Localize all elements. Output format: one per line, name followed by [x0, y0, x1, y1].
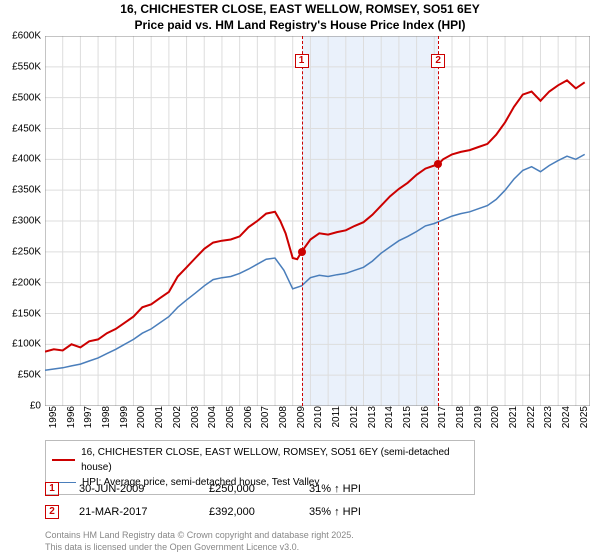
- x-tick-label: 2022: [526, 406, 537, 436]
- y-tick-label: £50K: [0, 370, 41, 381]
- y-tick-label: £400K: [0, 154, 41, 165]
- sale-date: 30-JUN-2009: [79, 483, 209, 495]
- y-tick-label: £100K: [0, 339, 41, 350]
- x-tick-label: 2006: [243, 406, 254, 436]
- sale-price: £250,000: [209, 483, 309, 495]
- x-tick-label: 1997: [83, 406, 94, 436]
- sale-marker-1: 1: [295, 54, 309, 68]
- x-tick-label: 2020: [490, 406, 501, 436]
- x-tick-label: 2000: [136, 406, 147, 436]
- x-tick-label: 2013: [367, 406, 378, 436]
- sale-row-marker: 2: [45, 505, 59, 519]
- sale-delta-vs-hpi: 35% ↑ HPI: [309, 506, 361, 518]
- sale-vline-1: [302, 36, 303, 406]
- sale-row-2: 2 21-MAR-2017£392,00035% ↑ HPI: [45, 505, 361, 519]
- y-tick-label: £300K: [0, 216, 41, 227]
- x-tick-label: 2010: [313, 406, 324, 436]
- x-tick-label: 2016: [420, 406, 431, 436]
- footer-line2: This data is licensed under the Open Gov…: [45, 542, 354, 554]
- x-tick-label: 1995: [48, 406, 59, 436]
- x-tick-label: 2021: [508, 406, 519, 436]
- y-tick-label: £550K: [0, 61, 41, 72]
- y-tick-label: £200K: [0, 277, 41, 288]
- sale-row-1: 1 30-JUN-2009£250,00031% ↑ HPI: [45, 482, 361, 496]
- x-tick-label: 2025: [579, 406, 590, 436]
- sale-delta-vs-hpi: 31% ↑ HPI: [309, 483, 361, 495]
- x-tick-label: 2004: [207, 406, 218, 436]
- sale-marker-2: 2: [431, 54, 445, 68]
- x-tick-label: 2003: [190, 406, 201, 436]
- footer-line1: Contains HM Land Registry data © Crown c…: [45, 530, 354, 542]
- sale-row-marker: 1: [45, 482, 59, 496]
- y-tick-label: £600K: [0, 31, 41, 42]
- series-property: [45, 80, 585, 351]
- y-tick-label: £250K: [0, 246, 41, 257]
- x-tick-label: 2014: [384, 406, 395, 436]
- y-tick-label: £350K: [0, 185, 41, 196]
- sale-price: £392,000: [209, 506, 309, 518]
- x-tick-label: 2023: [543, 406, 554, 436]
- sale-vline-2: [438, 36, 439, 406]
- x-tick-label: 2012: [349, 406, 360, 436]
- y-tick-label: £500K: [0, 92, 41, 103]
- x-tick-label: 1998: [101, 406, 112, 436]
- chart-container: 16, CHICHESTER CLOSE, EAST WELLOW, ROMSE…: [0, 0, 600, 560]
- title-address: 16, CHICHESTER CLOSE, EAST WELLOW, ROMSE…: [0, 2, 600, 18]
- x-tick-label: 2009: [296, 406, 307, 436]
- y-tick-label: £450K: [0, 123, 41, 134]
- chart-svg: [45, 36, 590, 406]
- y-tick-label: £0: [0, 401, 41, 412]
- x-tick-label: 2002: [172, 406, 183, 436]
- sale-date: 21-MAR-2017: [79, 506, 209, 518]
- x-tick-label: 2024: [561, 406, 572, 436]
- x-tick-label: 2011: [331, 406, 342, 436]
- y-tick-label: £150K: [0, 308, 41, 319]
- x-tick-label: 2019: [473, 406, 484, 436]
- plot-area: 12: [45, 36, 590, 406]
- series-hpi: [45, 154, 585, 370]
- footer-attribution: Contains HM Land Registry data © Crown c…: [45, 530, 354, 553]
- x-tick-label: 2005: [225, 406, 236, 436]
- x-tick-label: 2017: [437, 406, 448, 436]
- x-tick-label: 2015: [402, 406, 413, 436]
- x-tick-label: 2001: [154, 406, 165, 436]
- x-tick-label: 1999: [119, 406, 130, 436]
- x-tick-label: 2018: [455, 406, 466, 436]
- sale-point-1: [298, 248, 306, 256]
- chart-title: 16, CHICHESTER CLOSE, EAST WELLOW, ROMSE…: [0, 0, 600, 33]
- legend-swatch: [52, 459, 75, 461]
- x-tick-label: 2007: [260, 406, 271, 436]
- legend-label: 16, CHICHESTER CLOSE, EAST WELLOW, ROMSE…: [81, 445, 468, 475]
- legend-item-property: 16, CHICHESTER CLOSE, EAST WELLOW, ROMSE…: [52, 445, 468, 475]
- x-tick-label: 1996: [66, 406, 77, 436]
- sale-point-2: [434, 160, 442, 168]
- title-subtitle: Price paid vs. HM Land Registry's House …: [0, 18, 600, 34]
- x-tick-label: 2008: [278, 406, 289, 436]
